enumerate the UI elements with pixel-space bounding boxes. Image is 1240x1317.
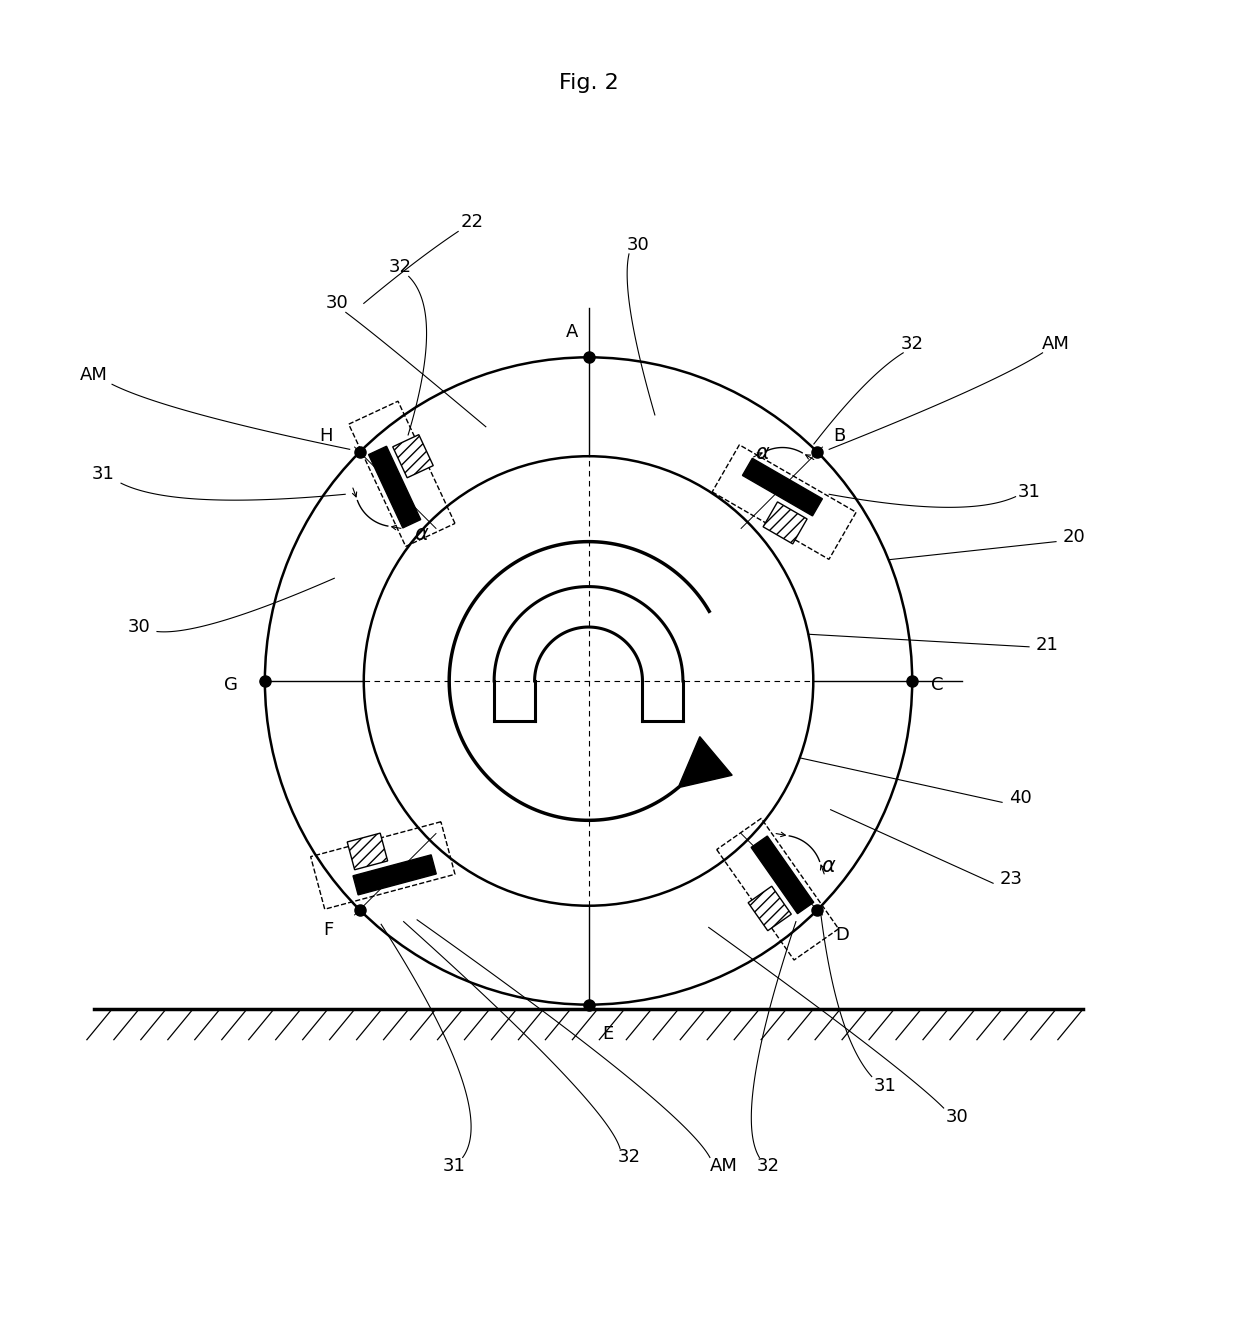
Text: 32: 32 — [388, 258, 412, 277]
Text: H: H — [319, 427, 332, 445]
Text: 22: 22 — [460, 213, 484, 232]
Polygon shape — [678, 736, 732, 788]
Text: 31: 31 — [443, 1158, 465, 1176]
Text: 23: 23 — [999, 869, 1023, 888]
Text: C: C — [931, 677, 944, 694]
Text: $\alpha$: $\alpha$ — [755, 443, 770, 462]
Polygon shape — [368, 446, 420, 528]
Text: $\alpha$: $\alpha$ — [414, 524, 429, 544]
Text: 21: 21 — [1035, 636, 1059, 655]
Text: A: A — [567, 323, 579, 341]
Text: B: B — [833, 427, 846, 445]
Text: 20: 20 — [1063, 528, 1085, 547]
Text: AM: AM — [81, 366, 108, 385]
Polygon shape — [763, 502, 807, 544]
Text: 30: 30 — [946, 1108, 968, 1126]
Text: 32: 32 — [900, 335, 924, 353]
Text: 40: 40 — [1008, 789, 1032, 807]
Text: 30: 30 — [325, 295, 348, 312]
Text: 30: 30 — [626, 236, 650, 254]
Text: 31: 31 — [92, 465, 114, 483]
Text: 32: 32 — [618, 1148, 641, 1167]
Polygon shape — [347, 834, 388, 869]
Text: $\alpha$: $\alpha$ — [821, 856, 837, 876]
Text: 32: 32 — [756, 1158, 780, 1176]
Polygon shape — [743, 458, 822, 516]
Text: G: G — [223, 677, 238, 694]
Text: F: F — [324, 921, 334, 939]
Text: 30: 30 — [128, 618, 150, 636]
Text: AM: AM — [709, 1158, 738, 1176]
Text: 31: 31 — [1018, 483, 1040, 502]
Text: AM: AM — [1042, 335, 1070, 353]
Polygon shape — [748, 886, 791, 931]
Polygon shape — [393, 435, 433, 478]
Polygon shape — [353, 855, 436, 894]
Text: 31: 31 — [874, 1076, 897, 1094]
Polygon shape — [751, 836, 813, 914]
Text: D: D — [836, 926, 849, 944]
Text: E: E — [603, 1026, 614, 1043]
Text: Fig. 2: Fig. 2 — [559, 74, 619, 94]
